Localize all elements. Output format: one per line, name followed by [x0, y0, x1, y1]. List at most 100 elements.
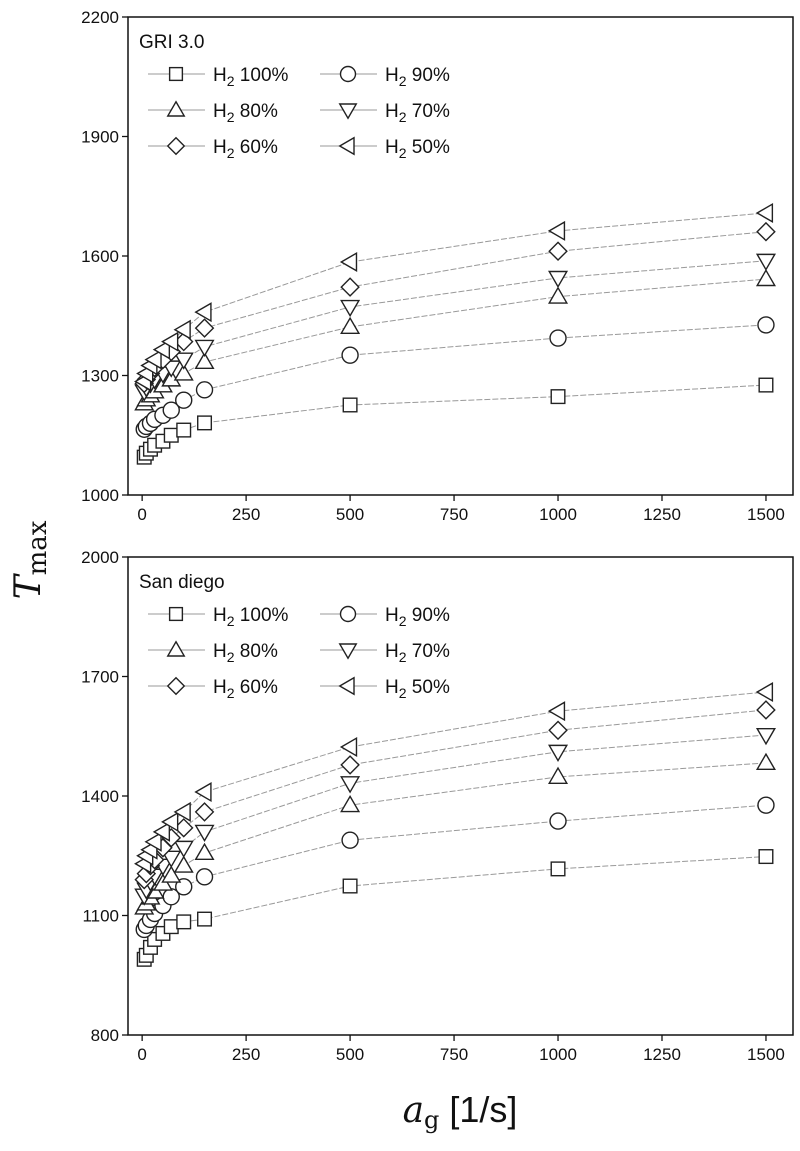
legend-marker-square	[168, 66, 184, 82]
x-tick-label: 1500	[747, 1045, 785, 1064]
legend-label: H2 100%	[213, 65, 289, 89]
series-line	[143, 324, 766, 430]
legend-label: H2 80%	[213, 101, 278, 125]
data-point	[755, 752, 776, 771]
legend-marker-triangle-down	[338, 643, 358, 660]
data-point	[194, 842, 215, 861]
data-point	[548, 270, 569, 289]
data-point	[175, 878, 193, 896]
legend: GRI 3.0 H2 100% H2 90% H2 80% H2 70% H2 60% H2…	[139, 32, 450, 161]
y-tick-label: 1100	[82, 907, 119, 926]
data-point	[755, 682, 774, 703]
data-point	[758, 377, 774, 393]
series-triangle-up	[134, 752, 776, 915]
data-point	[161, 811, 179, 832]
data-point	[549, 329, 567, 347]
data-point	[194, 824, 215, 843]
legend-item: H2 50%	[320, 676, 450, 701]
data-point	[173, 801, 191, 822]
data-point	[548, 241, 568, 262]
data-point	[194, 782, 212, 803]
data-point	[549, 812, 567, 830]
data-point	[755, 727, 776, 746]
legend-item: H2 80%	[148, 100, 278, 125]
legend-item: H2 50%	[320, 136, 450, 161]
data-point	[197, 911, 213, 927]
series-triangle-left	[134, 682, 774, 874]
data-point	[340, 755, 360, 775]
legend-marker-square	[168, 606, 184, 622]
y-axis-label: Tmax	[8, 520, 53, 599]
x-axis-label: ag [1/s]	[403, 1089, 518, 1134]
data-point	[755, 268, 776, 287]
data-point	[341, 346, 359, 364]
x-tick-label: 250	[232, 505, 260, 524]
data-point	[756, 221, 776, 242]
data-point	[340, 776, 361, 794]
data-point	[152, 339, 171, 360]
legend-marker-diamond	[166, 676, 186, 696]
series-line	[143, 278, 767, 404]
data-point	[161, 331, 179, 352]
legend-item: H2 80%	[148, 640, 278, 665]
data-point	[547, 701, 566, 722]
data-point	[194, 802, 215, 822]
data-point	[342, 397, 358, 413]
data-point	[163, 919, 179, 935]
legend-item: H2 60%	[148, 676, 278, 701]
legend-title: GRI 3.0	[139, 32, 204, 53]
y-tick-label: 1300	[81, 367, 119, 386]
data-point	[755, 202, 774, 223]
series-line	[143, 804, 767, 930]
series-triangle-down	[134, 253, 776, 402]
data-point	[194, 318, 215, 338]
legend-item: H2 60%	[148, 136, 278, 161]
data-point	[173, 319, 191, 340]
legend-label: H2 70%	[385, 641, 450, 665]
y-tick-label: 1400	[81, 787, 119, 806]
data-point	[194, 351, 215, 370]
data-point	[173, 840, 194, 858]
y-tick-label: 2200	[81, 8, 119, 27]
series-line	[143, 709, 767, 880]
x-tick-label: 750	[440, 505, 468, 524]
series-line	[143, 734, 767, 896]
data-point	[173, 855, 194, 873]
series-line	[143, 212, 767, 382]
data-point	[547, 220, 566, 241]
x-tick-label: 0	[137, 1045, 146, 1064]
panel-1: 0 250 500 750 1000 1250 1500 1000 1300 1600 1900 22…	[81, 8, 794, 524]
x-tick-label: 500	[336, 505, 364, 524]
data-point	[152, 821, 171, 842]
legend-label: H2 90%	[385, 605, 450, 629]
legend-label: H2 100%	[213, 605, 289, 629]
legend-item: H2 100%	[148, 605, 289, 629]
data-point	[756, 700, 776, 720]
x-tick-label: 1250	[643, 505, 681, 524]
series-triangle-up	[134, 268, 776, 411]
legend-marker-triangle-up	[166, 100, 186, 117]
data-point	[194, 339, 215, 358]
data-point	[339, 736, 358, 758]
legend-marker-circle	[339, 605, 357, 623]
data-point	[163, 427, 179, 443]
data-point	[339, 251, 358, 272]
data-point	[548, 720, 568, 741]
legend-marker-triangle-left	[338, 136, 355, 156]
legend-label: H2 90%	[385, 65, 450, 89]
y-tick-label: 1700	[81, 668, 119, 687]
data-point	[194, 302, 212, 323]
series-line	[143, 384, 766, 458]
data-point	[550, 861, 566, 877]
legend-label: H2 70%	[385, 101, 450, 125]
series-line	[143, 231, 767, 384]
data-point	[195, 381, 214, 399]
legend-marker-diamond	[166, 136, 186, 156]
data-point	[548, 744, 569, 762]
data-point	[144, 831, 162, 852]
data-point	[144, 349, 162, 370]
series-square	[136, 377, 774, 465]
data-point	[175, 391, 193, 409]
data-point	[340, 277, 360, 297]
